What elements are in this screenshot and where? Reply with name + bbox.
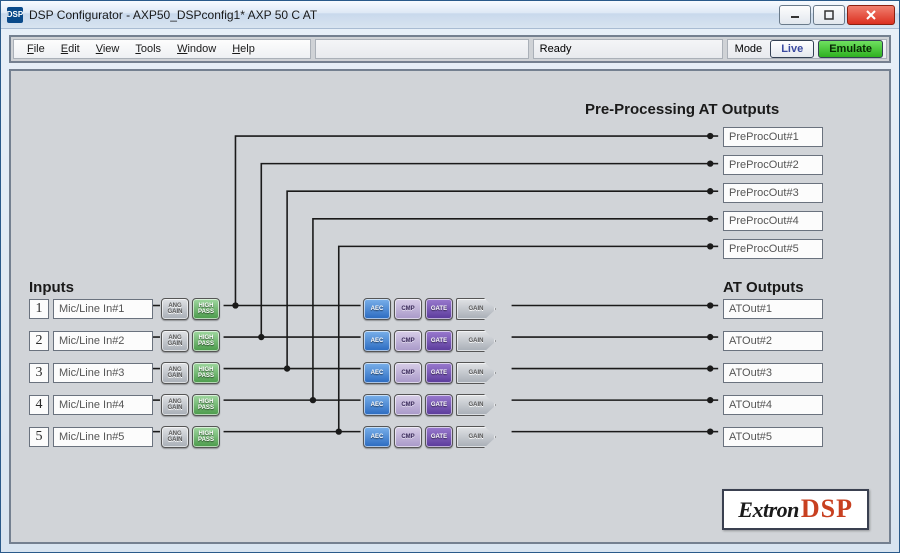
at-out-box[interactable]: ATOut#3 (723, 363, 823, 383)
aec-block[interactable]: AEC (363, 394, 391, 416)
window-title: DSP Configurator - AXP50_DSPconfig1* AXP… (29, 8, 779, 22)
menu-window[interactable]: Window (170, 41, 223, 57)
cmp-block[interactable]: CMP (394, 298, 422, 320)
aec-block[interactable]: AEC (363, 426, 391, 448)
app-icon: DSP (7, 7, 23, 23)
dsp-chain-pre: ANGGAINHIGHPASS (161, 394, 220, 416)
at-out-box[interactable]: ATOut#5 (723, 427, 823, 447)
input-label-box[interactable]: Mic/Line In#1 (53, 299, 153, 319)
at-out-box[interactable]: ATOut#1 (723, 299, 823, 319)
input-number: 2 (29, 331, 49, 351)
input-number: 3 (29, 363, 49, 383)
input-number: 5 (29, 427, 49, 447)
minimize-button[interactable] (779, 5, 811, 25)
cmp-block[interactable]: CMP (394, 362, 422, 384)
maximize-button[interactable] (813, 5, 845, 25)
high-pass-block[interactable]: HIGHPASS (192, 298, 220, 320)
dsp-chain-post: AECCMPGATEGAIN (363, 330, 496, 352)
high-pass-block[interactable]: HIGHPASS (192, 330, 220, 352)
dsp-chain-post: AECCMPGATEGAIN (363, 298, 496, 320)
dsp-chain-pre: ANGGAINHIGHPASS (161, 362, 220, 384)
dsp-chain-pre: ANGGAINHIGHPASS (161, 426, 220, 448)
status-left (315, 39, 529, 59)
menu-edit[interactable]: Edit (54, 41, 87, 57)
ang-gain-block[interactable]: ANGGAIN (161, 426, 189, 448)
close-button[interactable] (847, 5, 895, 25)
preproc-out-box[interactable]: PreProcOut#3 (723, 183, 823, 203)
gate-block[interactable]: GATE (425, 330, 453, 352)
input-label-box[interactable]: Mic/Line In#2 (53, 331, 153, 351)
at-out-box[interactable]: ATOut#4 (723, 395, 823, 415)
aec-block[interactable]: AEC (363, 298, 391, 320)
gate-block[interactable]: GATE (425, 362, 453, 384)
dsp-chain-post: AECCMPGATEGAIN (363, 394, 496, 416)
input-number: 1 (29, 299, 49, 319)
emulate-button[interactable]: Emulate (818, 40, 883, 58)
ang-gain-block[interactable]: ANGGAIN (161, 362, 189, 384)
aec-block[interactable]: AEC (363, 362, 391, 384)
aec-block[interactable]: AEC (363, 330, 391, 352)
mode-label: Mode (731, 43, 767, 55)
gain-block[interactable]: GAIN (456, 298, 496, 320)
gain-block[interactable]: GAIN (456, 362, 496, 384)
status-ready: Ready (533, 39, 723, 59)
preproc-out-box[interactable]: PreProcOut#2 (723, 155, 823, 175)
brand-logo: ExtronDSP (722, 489, 869, 530)
at-out-box[interactable]: ATOut#2 (723, 331, 823, 351)
cmp-block[interactable]: CMP (394, 394, 422, 416)
preproc-out-box[interactable]: PreProcOut#5 (723, 239, 823, 259)
cmp-block[interactable]: CMP (394, 426, 422, 448)
high-pass-block[interactable]: HIGHPASS (192, 362, 220, 384)
live-button[interactable]: Live (770, 40, 814, 58)
high-pass-block[interactable]: HIGHPASS (192, 426, 220, 448)
high-pass-block[interactable]: HIGHPASS (192, 394, 220, 416)
input-number: 4 (29, 395, 49, 415)
input-label-box[interactable]: Mic/Line In#5 (53, 427, 153, 447)
gain-block[interactable]: GAIN (456, 394, 496, 416)
section-preproc-title: Pre-Processing AT Outputs (585, 101, 779, 118)
workspace: Pre-Processing AT Outputs Inputs AT Outp… (9, 69, 891, 544)
preproc-out-box[interactable]: PreProcOut#1 (723, 127, 823, 147)
dsp-chain-pre: ANGGAINHIGHPASS (161, 330, 220, 352)
section-atouts-title: AT Outputs (723, 279, 804, 296)
ang-gain-block[interactable]: ANGGAIN (161, 330, 189, 352)
gate-block[interactable]: GATE (425, 426, 453, 448)
menu-tools[interactable]: Tools (128, 41, 168, 57)
menu-view[interactable]: View (89, 41, 127, 57)
dsp-chain-post: AECCMPGATEGAIN (363, 426, 496, 448)
gain-block[interactable]: GAIN (456, 330, 496, 352)
cmp-block[interactable]: CMP (394, 330, 422, 352)
dsp-chain-post: AECCMPGATEGAIN (363, 362, 496, 384)
gate-block[interactable]: GATE (425, 298, 453, 320)
ang-gain-block[interactable]: ANGGAIN (161, 394, 189, 416)
input-label-box[interactable]: Mic/Line In#3 (53, 363, 153, 383)
input-label-box[interactable]: Mic/Line In#4 (53, 395, 153, 415)
gain-block[interactable]: GAIN (456, 426, 496, 448)
preproc-out-box[interactable]: PreProcOut#4 (723, 211, 823, 231)
menu-help[interactable]: Help (225, 41, 262, 57)
gate-block[interactable]: GATE (425, 394, 453, 416)
toolbar: File Edit View Tools Window Help Ready M… (9, 35, 891, 63)
ang-gain-block[interactable]: ANGGAIN (161, 298, 189, 320)
menu-file[interactable]: File (20, 41, 52, 57)
section-inputs-title: Inputs (29, 279, 74, 296)
dsp-chain-pre: ANGGAINHIGHPASS (161, 298, 220, 320)
